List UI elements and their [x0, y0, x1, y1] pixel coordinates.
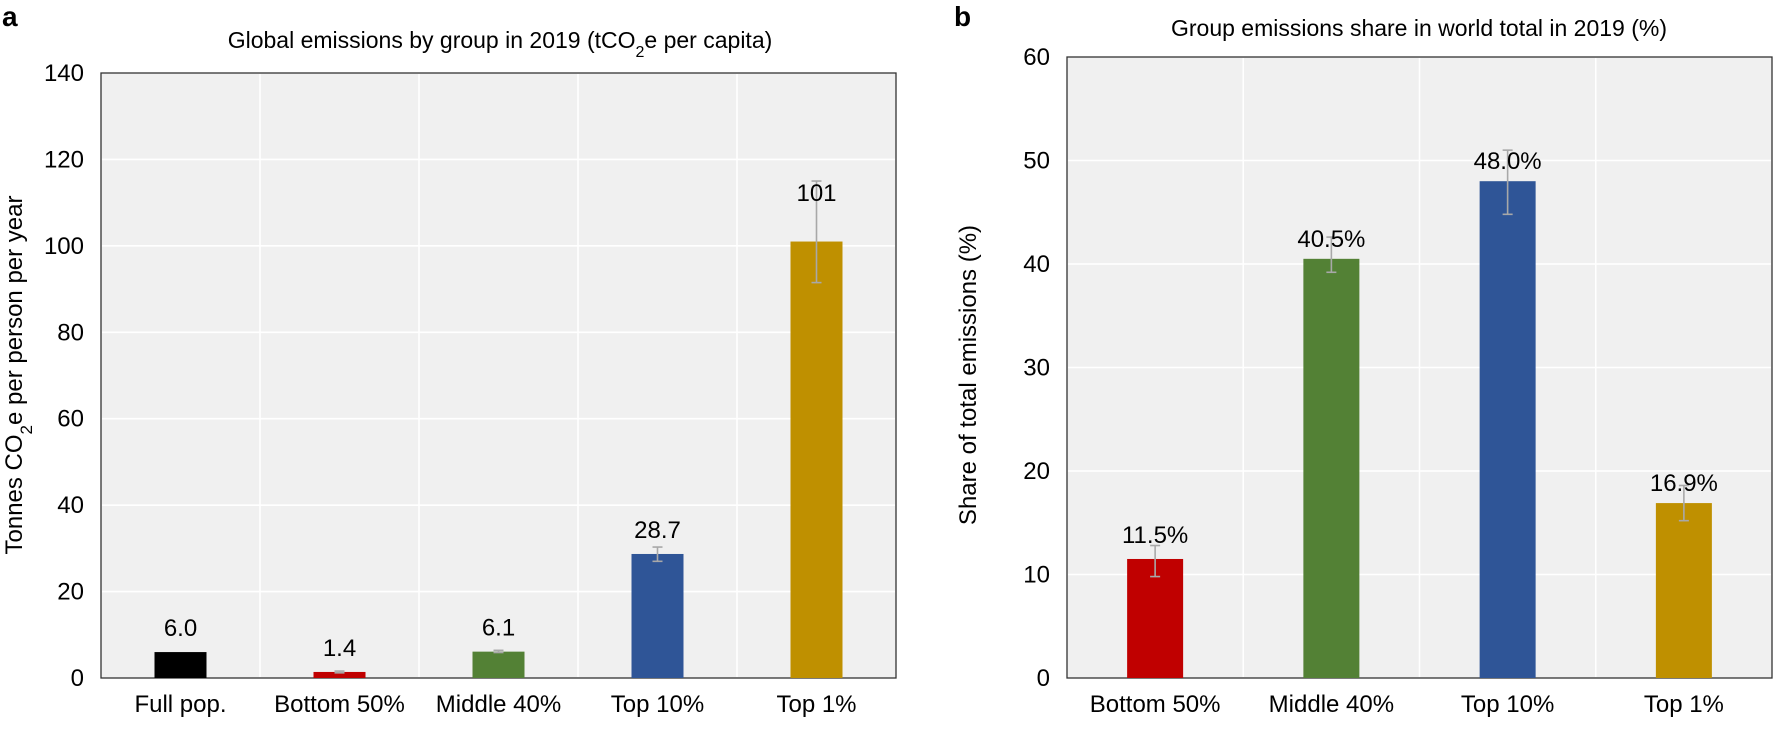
panel-a-y-axis-label: Tonnes CO2e per person per year — [1, 195, 36, 554]
bar-bottom-50 — [1127, 558, 1184, 678]
panel-b-gridlines — [1068, 58, 1771, 677]
y-tick-label-80: 80 — [57, 319, 84, 346]
bar-middle-40 — [472, 651, 525, 678]
y-tick-label-60: 60 — [57, 406, 84, 433]
panel-a-plot-area — [100, 72, 897, 679]
data-label-top-1: 101 — [796, 180, 836, 207]
panel-a-gridlines — [102, 74, 895, 677]
panel-b-data-labels: 11.5% 40.5% 48.0% 16.9% — [1122, 148, 1718, 549]
data-label-full-pop: 6.0 — [164, 615, 197, 642]
panel-a-category-labels: Full pop. Bottom 50% Middle 40% Top 10% Top … — [134, 691, 856, 718]
data-label-middle-40: 6.1 — [482, 615, 515, 642]
panel-a-data-labels: 6.0 1.4 6.1 28.7 101 — [164, 180, 837, 662]
panel-a-letter: a — [2, 1, 18, 32]
error-bar-top-1 — [1678, 484, 1689, 522]
category-label-full-pop: Full pop. — [134, 691, 226, 718]
bar-top-10 — [1479, 181, 1536, 678]
panel-a-chart: a Global emissions by group in 2019 (tCO… — [1, 1, 897, 718]
category-label-bottom-50: Bottom 50% — [274, 691, 405, 718]
y-tick-label-10: 10 — [1023, 562, 1050, 589]
data-label-bottom-50: 11.5% — [1122, 522, 1188, 549]
error-bar-bottom-50 — [1150, 544, 1161, 578]
data-label-top-1: 16.9% — [1650, 470, 1718, 497]
bar-top-1 — [1655, 503, 1712, 678]
y-tick-label-120: 120 — [44, 146, 84, 173]
bar-full-pop — [154, 652, 207, 678]
y-tick-label-20: 20 — [57, 579, 84, 606]
y-tick-label-40: 40 — [1023, 251, 1050, 278]
y-tick-label-140: 140 — [44, 60, 84, 87]
data-label-middle-40: 40.5% — [1297, 226, 1365, 253]
bar-top-10 — [631, 553, 684, 678]
category-label-top-1: Top 1% — [776, 691, 856, 718]
data-label-top-10: 28.7 — [634, 517, 681, 544]
y-tick-label-60: 60 — [1023, 44, 1050, 71]
category-label-middle-40: Middle 40% — [436, 691, 561, 718]
panel-b-category-labels: Bottom 50% Middle 40% Top 10% Top 1% — [1090, 691, 1724, 718]
panel-a-title: Global emissions by group in 2019 (tCO2e… — [228, 27, 773, 61]
category-label-top-10: Top 10% — [1461, 691, 1554, 718]
category-label-middle-40: Middle 40% — [1269, 691, 1394, 718]
panel-b-chart: b Group emissions share in world total i… — [954, 1, 1773, 718]
category-label-top-10: Top 10% — [611, 691, 704, 718]
y-tick-label-0: 0 — [71, 665, 84, 692]
panel-b-bars — [1127, 181, 1712, 678]
panel-b-letter: b — [954, 1, 971, 32]
category-label-bottom-50: Bottom 50% — [1090, 691, 1221, 718]
data-label-bottom-50: 1.4 — [323, 635, 356, 662]
panel-a-error-bars — [334, 180, 822, 674]
error-bar-middle-40 — [1326, 236, 1337, 274]
y-tick-label-20: 20 — [1023, 458, 1050, 485]
bar-middle-40 — [1303, 258, 1360, 678]
y-tick-label-40: 40 — [57, 492, 84, 519]
bar-bottom-50 — [313, 671, 366, 678]
error-bar-top-10 — [1502, 149, 1513, 216]
error-bar-top-1 — [811, 180, 822, 284]
data-label-top-10: 48.0% — [1474, 148, 1542, 175]
error-bar-bottom-50 — [334, 670, 345, 674]
y-tick-label-50: 50 — [1023, 148, 1050, 175]
panel-b-title: Group emissions share in world total in … — [1171, 15, 1667, 41]
y-tick-label-30: 30 — [1023, 355, 1050, 382]
panel-b-y-axis-label: Share of total emissions (%) — [955, 225, 982, 525]
error-bar-top-10 — [652, 546, 663, 563]
panel-b-y-tick-labels: 0 10 20 30 40 50 60 — [1023, 44, 1050, 692]
category-label-top-1: Top 1% — [1644, 691, 1724, 718]
bar-top-1 — [790, 241, 843, 679]
panel-a-y-tick-labels: 0 20 40 60 80 100 120 140 — [44, 60, 84, 692]
y-tick-label-100: 100 — [44, 233, 84, 260]
y-tick-label-0: 0 — [1037, 665, 1050, 692]
error-bar-middle-40 — [493, 649, 504, 654]
panel-a-bars — [154, 241, 843, 679]
panel-b-error-bars — [1150, 149, 1689, 578]
